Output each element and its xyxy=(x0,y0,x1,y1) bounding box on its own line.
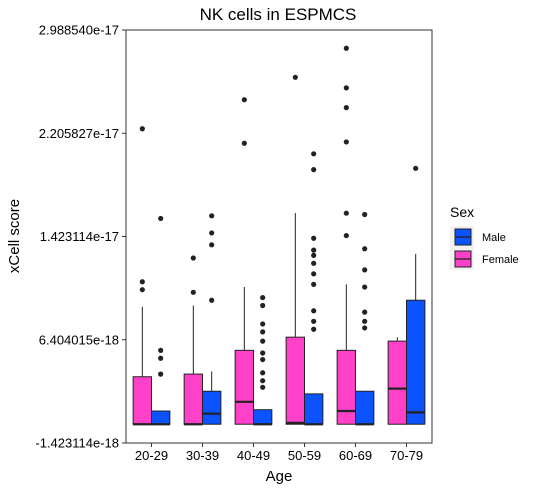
axis-layer: -1.423114e-18 6.404015e-18 1.423114e-17 2.2… xyxy=(35,23,423,464)
outlier-point xyxy=(158,371,164,377)
x-axis-title: Age xyxy=(266,468,293,485)
x-tick-label: 70-79 xyxy=(390,448,423,463)
chart-title: NK cells in ESPMCS xyxy=(200,5,357,24)
box-20-29-s0 xyxy=(132,126,152,426)
outlier-point xyxy=(343,45,349,51)
x-tick-label: 40-49 xyxy=(237,448,270,463)
outlier-point xyxy=(260,302,266,309)
box-40-49-s0 xyxy=(234,97,254,425)
outlier-point xyxy=(241,97,247,103)
outlier-point xyxy=(362,211,368,218)
x-tick-label: 50-59 xyxy=(288,448,321,463)
box-20-29-s1 xyxy=(151,215,171,426)
outlier-point xyxy=(292,74,298,80)
outlier-point xyxy=(260,370,266,376)
legend-label-female: Female xyxy=(482,254,519,266)
outlier-point xyxy=(311,235,317,241)
outlier-point xyxy=(311,260,317,266)
box-body xyxy=(336,349,357,425)
outlier-point xyxy=(190,255,196,261)
outlier-point xyxy=(343,85,349,91)
outlier-point xyxy=(260,356,266,363)
outlier-point xyxy=(311,326,317,332)
box-body xyxy=(183,373,203,425)
box-70-79-s1 xyxy=(406,165,426,425)
outlier-point xyxy=(241,140,247,146)
box-60-69-s1 xyxy=(355,211,375,426)
box-body xyxy=(387,340,408,425)
outlier-point xyxy=(158,347,164,353)
box-body xyxy=(406,299,426,425)
outlier-point xyxy=(311,252,317,258)
outlier-point xyxy=(260,338,266,344)
legend-label-male: Male xyxy=(482,232,506,244)
x-tick-label: 30-39 xyxy=(186,448,219,463)
outlier-point xyxy=(139,279,145,285)
outlier-point xyxy=(311,318,317,324)
outlier-point xyxy=(209,242,215,248)
outlier-point xyxy=(311,281,317,287)
y-tick-label: 6.404015e-18 xyxy=(39,332,119,347)
y-axis-title: xCell score xyxy=(6,199,23,273)
outlier-point xyxy=(343,139,349,145)
outlier-point xyxy=(139,287,145,293)
outlier-point xyxy=(139,126,145,132)
y-tick-label: 1.423114e-17 xyxy=(40,229,119,244)
outlier-point xyxy=(158,355,164,361)
outlier-point xyxy=(362,246,368,252)
box-30-39-s1 xyxy=(202,213,222,425)
legend-item-female: Female xyxy=(450,248,519,270)
box-body xyxy=(253,409,273,425)
y-tick-label: -1.423114e-18 xyxy=(35,436,119,451)
outlier-point xyxy=(343,232,349,239)
outlier-point xyxy=(260,294,266,301)
box-50-59-s0 xyxy=(285,74,306,425)
box-60-69-s0 xyxy=(336,45,357,425)
outlier-point xyxy=(362,325,368,331)
outlier-point xyxy=(311,167,317,173)
box-body xyxy=(285,336,306,425)
box-body xyxy=(234,349,254,425)
outlier-point xyxy=(260,378,266,384)
box-50-59-s1 xyxy=(304,151,324,426)
legend-item-male: Male xyxy=(450,226,506,248)
outlier-point xyxy=(311,271,317,277)
outlier-point xyxy=(209,213,215,219)
outlier-point xyxy=(209,297,215,303)
outlier-point xyxy=(260,350,266,356)
outlier-point xyxy=(158,215,164,222)
outlier-point xyxy=(260,384,266,390)
outlier-point xyxy=(311,308,317,314)
box-body xyxy=(202,390,222,425)
outlier-point xyxy=(209,230,215,236)
outlier-point xyxy=(311,247,317,253)
outlier-point xyxy=(413,165,419,171)
outlier-point xyxy=(362,267,368,273)
outlier-point xyxy=(260,321,266,327)
box-70-79-s0 xyxy=(387,337,408,425)
box-body xyxy=(151,410,171,425)
outlier-point xyxy=(362,284,368,290)
y-tick-label: 2.988540e-17 xyxy=(39,23,119,38)
box-body xyxy=(132,376,152,425)
legend: Sex Male Female xyxy=(450,204,519,270)
plot-layer xyxy=(132,45,426,426)
outlier-point xyxy=(343,210,349,216)
box-30-39-s0 xyxy=(183,255,203,426)
outlier-point xyxy=(260,329,266,335)
box-body xyxy=(355,390,375,425)
box-40-49-s1 xyxy=(253,294,273,426)
outlier-point xyxy=(362,309,368,315)
outlier-point xyxy=(362,318,368,324)
box-body xyxy=(304,393,324,425)
outlier-point xyxy=(343,105,349,111)
plot-panel xyxy=(125,29,433,444)
legend-title: Sex xyxy=(450,204,474,220)
y-tick-label: 2.205827e-17 xyxy=(39,126,119,141)
x-tick-label: 20-29 xyxy=(135,448,168,463)
outlier-point xyxy=(190,289,196,295)
outlier-point xyxy=(311,151,317,157)
x-tick-label: 60-69 xyxy=(339,448,372,463)
